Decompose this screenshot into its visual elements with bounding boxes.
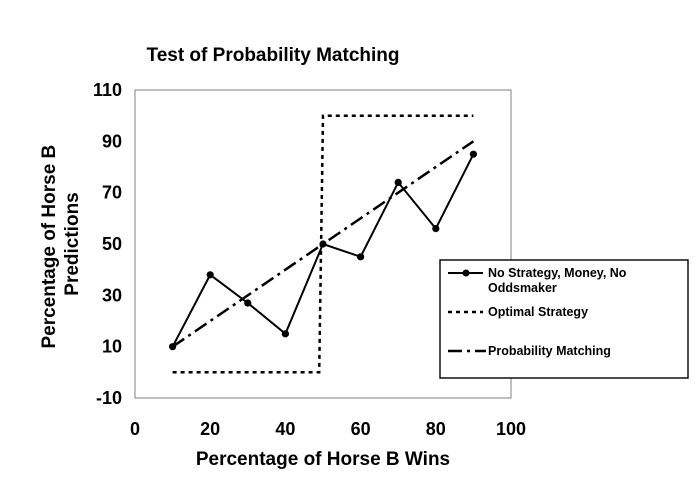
legend-label-optimal-strategy: Optimal Strategy — [488, 305, 588, 319]
chart-title: Test of Probability Matching — [147, 45, 400, 66]
y-tick-label: -10 — [96, 388, 122, 408]
data-point — [244, 299, 252, 307]
y-tick-label: 50 — [102, 234, 122, 254]
x-axis-title: Percentage of Horse B Wins — [196, 449, 450, 470]
legend-box — [439, 259, 689, 379]
legend-label-no-strategy-line-2: Oddsmaker — [488, 281, 557, 295]
data-point — [281, 330, 289, 338]
data-point — [357, 253, 365, 261]
legend-label-no-strategy: No Strategy, Money, No Oddsmaker — [488, 266, 630, 295]
x-tick-label: 80 — [426, 419, 446, 439]
data-point — [432, 225, 440, 233]
legend-label-no-strategy-line-1: No Strategy, Money, No — [488, 266, 627, 280]
legend: No Strategy, Money, No Oddsmaker Optimal… — [439, 259, 689, 379]
y-tick-label: 90 — [102, 131, 122, 151]
y-tick-label: 110 — [93, 80, 122, 100]
series-layer — [169, 114, 477, 374]
y-axis-title: Percentage of Horse B Predictions — [39, 139, 83, 348]
y-axis-title-line-1: Percentage of Horse B — [39, 145, 60, 349]
data-point — [206, 271, 214, 279]
y-tick-label: 10 — [102, 337, 122, 357]
x-tick-label: 0 — [130, 419, 140, 439]
x-tick-label: 40 — [275, 419, 295, 439]
legend-label-probability-matching: Probability Matching — [488, 344, 611, 358]
axes: -10 10 30 50 70 90 110 0 20 40 60 80 100 — [93, 80, 526, 439]
legend-marker-no-strategy — [462, 269, 470, 277]
x-tick-label: 60 — [351, 419, 371, 439]
y-tick-label: 70 — [102, 183, 122, 203]
data-point — [394, 178, 402, 186]
y-axis-title-line-2: Predictions — [62, 192, 83, 295]
y-tick-label: 30 — [102, 285, 122, 305]
series-line-2 — [171, 140, 475, 348]
data-point — [469, 150, 477, 158]
x-tick-label: 100 — [496, 419, 526, 439]
x-tick-label: 20 — [200, 419, 220, 439]
series-line-1 — [172, 114, 474, 374]
